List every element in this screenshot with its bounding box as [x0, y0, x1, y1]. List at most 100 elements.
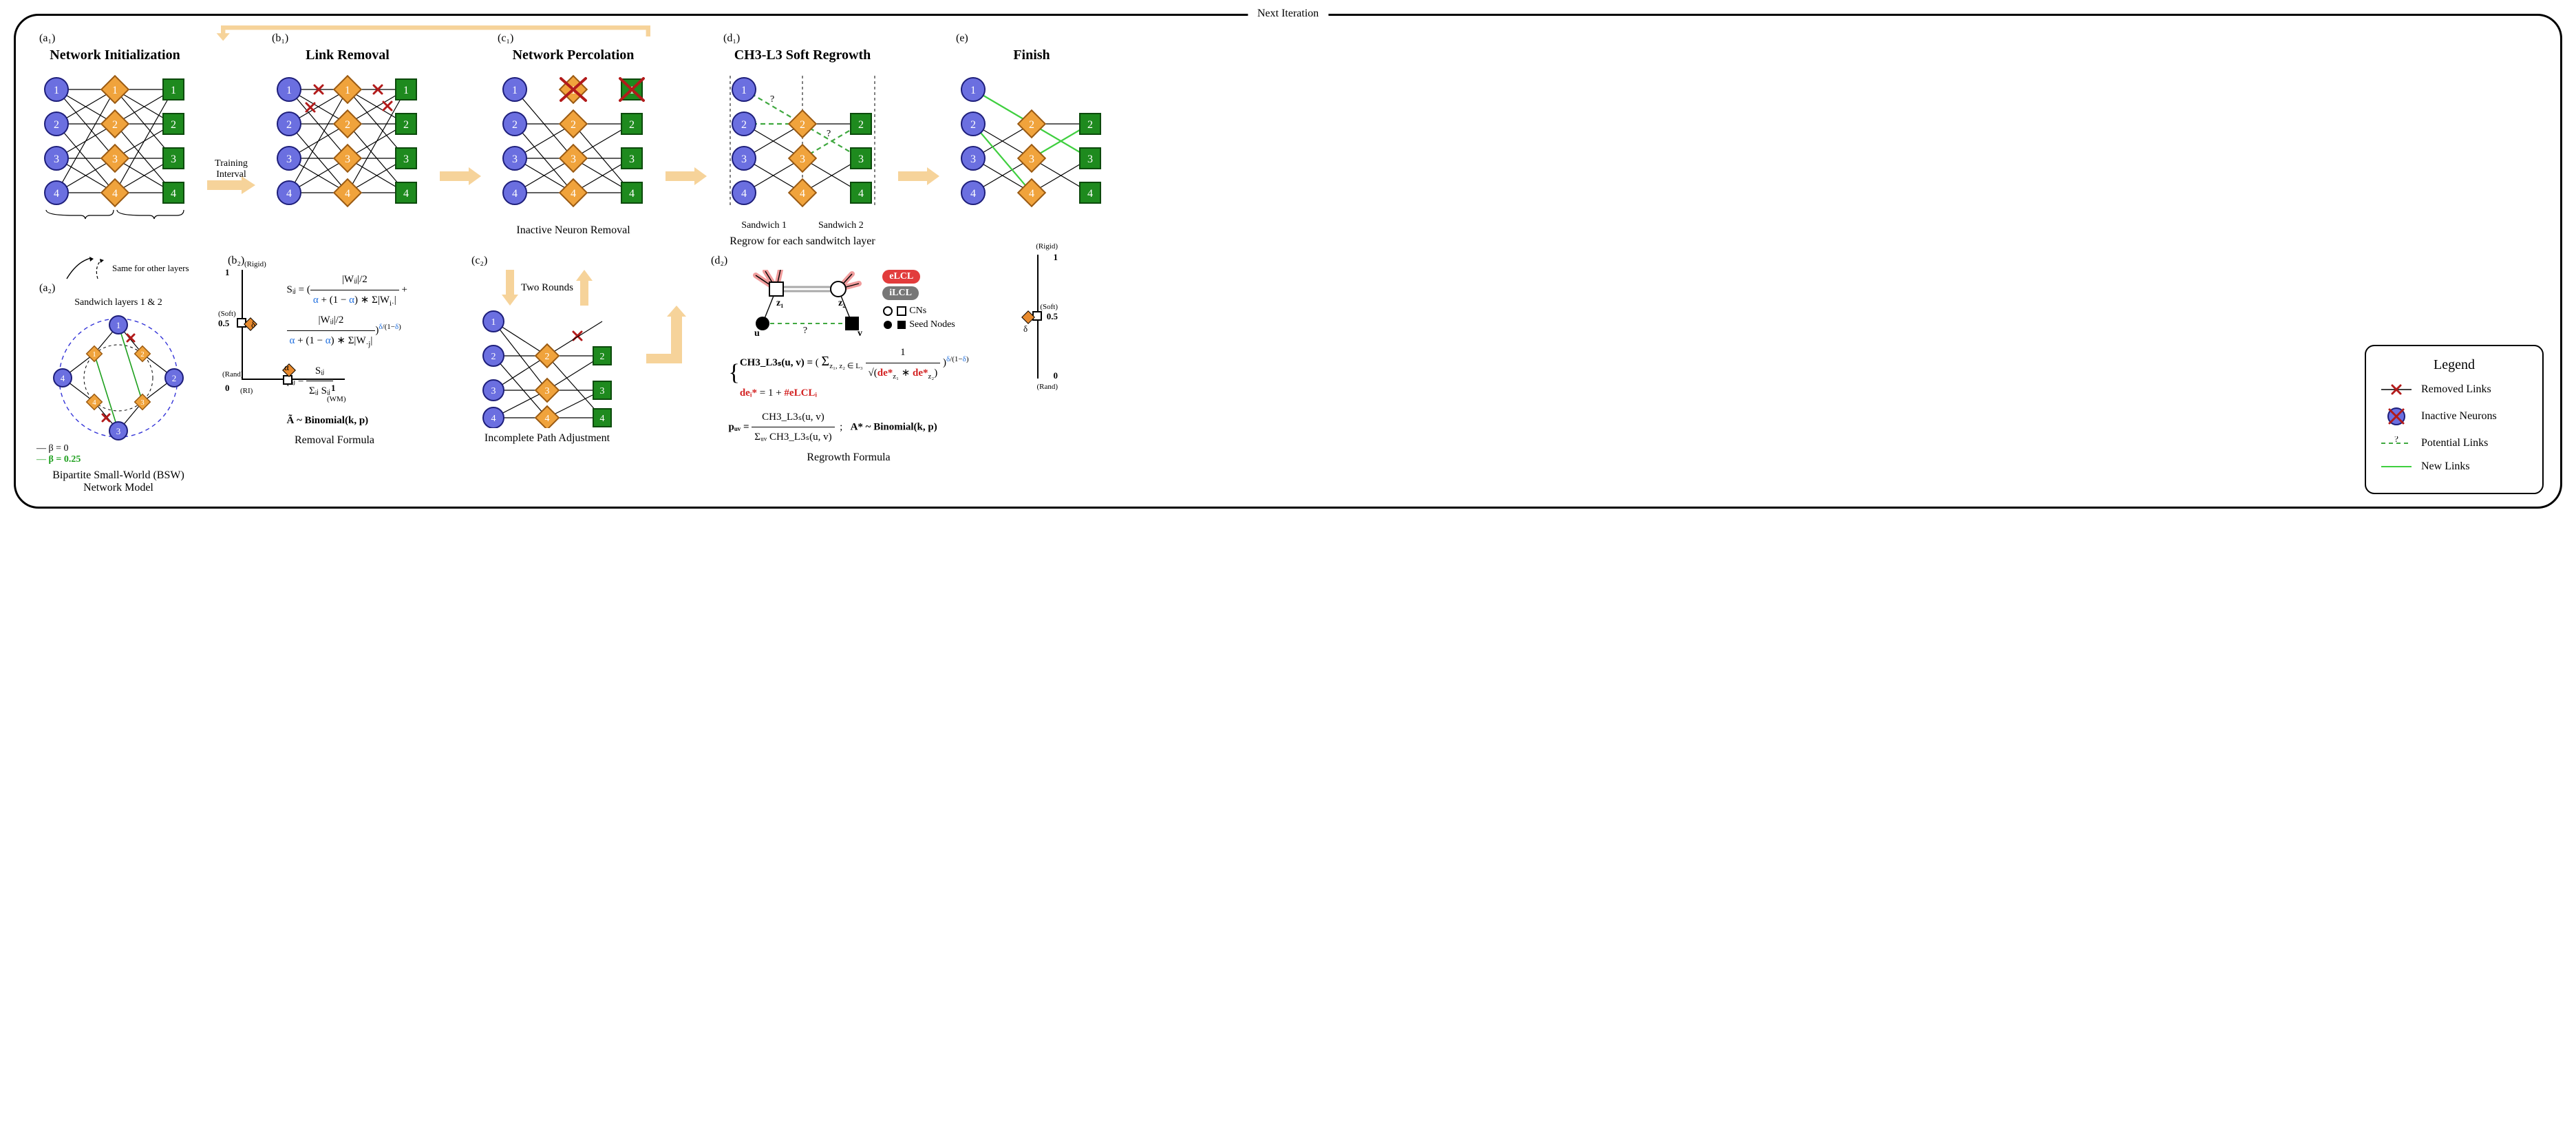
svg-text:2: 2 [571, 119, 576, 131]
svg-text:2: 2 [741, 119, 747, 131]
down-arrow-icon [502, 270, 518, 306]
arrow-d-e [898, 167, 939, 189]
y-top-sub: (Rigid) [244, 260, 266, 268]
next-iteration-label: Next Iteration [1248, 8, 1328, 20]
svg-text:3: 3 [112, 153, 118, 165]
svg-text:z₁: z₁ [776, 298, 783, 308]
d2-mid: 0.5 [1047, 311, 1058, 321]
svg-text:4: 4 [1029, 188, 1034, 200]
svg-text:?: ? [770, 94, 774, 105]
svg-text:1: 1 [171, 85, 176, 96]
a-star: A* ~ Binomial(k, p) [851, 421, 937, 432]
y-mid-sub: (Soft) [218, 310, 236, 318]
svg-text:3: 3 [1029, 153, 1034, 165]
svg-text:2: 2 [491, 352, 496, 362]
d2-motif: ? z₁ z₂ u v [742, 270, 873, 339]
d2-bot-sub: (Rand) [1036, 383, 1058, 391]
svg-text:4: 4 [741, 188, 747, 200]
panel-a1: (a₁) Network Initialization 1 2 3 [32, 32, 198, 220]
s-n1: |Wᵢⱼ|/2 [310, 270, 399, 290]
y-bot-sub: (Rand) [222, 370, 244, 379]
legend-potential: ? Potential Links [2381, 436, 2527, 450]
svg-text:3: 3 [571, 153, 576, 165]
panel-title: Network Initialization [50, 47, 180, 63]
panel-d2: (d₂) [704, 255, 993, 464]
svg-text:3: 3 [1087, 153, 1093, 165]
same-for-other-label: Same for other layers [112, 263, 189, 274]
y-mid: 0.5 [218, 318, 229, 328]
legend-new: New Links [2381, 460, 2527, 474]
beta0-label: β = 0 [49, 443, 69, 454]
svg-text:?: ? [2394, 436, 2398, 444]
panel-b1: (b₁) Link Removal [265, 32, 430, 220]
svg-text:4: 4 [512, 188, 518, 200]
svg-text:2: 2 [800, 119, 805, 131]
svg-text:1: 1 [54, 85, 59, 96]
a-tilde: Ã ~ Binomial(k, p) [287, 415, 369, 426]
svg-text:1: 1 [92, 350, 96, 359]
svg-text:2: 2 [54, 119, 59, 131]
b2-axis: 1 (Rigid) 0.5 (Soft) δ 0 (Rand) (RI) α 1… [221, 270, 254, 394]
delta-label: δ [251, 319, 255, 330]
svg-text:2: 2 [403, 119, 409, 131]
x-left-sub: (RI) [240, 387, 253, 395]
net-d1: ? ? 1 2 3 4 2 3 4 2 3 4 [716, 69, 888, 220]
up-arrow-icon [576, 270, 593, 306]
svg-text:3: 3 [286, 153, 292, 165]
svg-text:4: 4 [112, 188, 118, 200]
svg-text:4: 4 [171, 188, 176, 200]
svg-text:3: 3 [140, 399, 145, 407]
x-right-sub: (WM) [327, 395, 346, 403]
svg-text:4: 4 [800, 188, 805, 200]
svg-text:2: 2 [629, 119, 635, 131]
elcl-badge: eLCL [882, 270, 920, 284]
sandwich-2-label: Sandwich 2 [818, 220, 864, 231]
svg-text:3: 3 [741, 153, 747, 165]
legend-potential-label: Potential Links [2421, 437, 2488, 449]
bracket-arrows-icon [60, 255, 108, 282]
incomplete-caption: Incomplete Path Adjustment [485, 432, 610, 445]
panel-label: (a₂) [39, 282, 55, 295]
right-squares: 1 2 3 4 [163, 79, 184, 203]
svg-text:3: 3 [54, 153, 59, 165]
svg-text:3: 3 [629, 153, 635, 165]
panel-label: (b₂) [228, 255, 244, 267]
y-bot: 0 [225, 383, 230, 393]
sandwich-12-label: Sandwich layers 1 & 2 [74, 297, 162, 308]
svg-text:4: 4 [92, 399, 96, 407]
left-circles: 1 2 3 4 [45, 78, 68, 204]
svg-text:2: 2 [545, 352, 550, 362]
svg-text:1: 1 [970, 85, 976, 96]
svg-text:2: 2 [171, 119, 176, 131]
panel-title: Link Removal [306, 47, 390, 63]
d2-top: 1 [1054, 252, 1058, 262]
d2-bot: 0 [1054, 370, 1058, 381]
svg-text:2: 2 [1029, 119, 1034, 131]
svg-text:4: 4 [61, 373, 65, 383]
removal-caption: Removal Formula [295, 434, 374, 447]
svg-text:v: v [858, 328, 862, 339]
panel-label: (a₁) [39, 32, 55, 45]
svg-text:3: 3 [858, 153, 864, 165]
panel-label: (c₂) [471, 255, 487, 267]
svg-text:1: 1 [286, 85, 292, 96]
net-a1: 1 2 3 4 1 2 3 4 1 2 3 4 [32, 69, 198, 220]
svg-text:4: 4 [858, 188, 864, 200]
frac-n: 1 [866, 343, 941, 363]
svg-text:4: 4 [345, 188, 350, 200]
svg-text:4: 4 [403, 188, 409, 200]
svg-text:3: 3 [545, 386, 550, 396]
svg-text:3: 3 [345, 153, 350, 165]
s-n2: |Wᵢⱼ|/2 [287, 310, 376, 331]
panel-label: (b₁) [272, 32, 288, 45]
regrowth-formulas: { CH3_L3ₛ(u, v) = ( Σz₁, z₂ ∈ L₃ 1 √(de*… [728, 343, 968, 447]
puv-lhs: pᵤᵥ = [728, 421, 749, 432]
net-b1: 1 2 3 4 1 2 3 4 1 2 3 4 [265, 69, 430, 220]
panel-d1: (d₁) CH3-L3 Soft Regrowth [716, 32, 888, 248]
svg-text:1: 1 [345, 85, 350, 96]
net-c2: 1 2 3 4 2 3 4 2 3 4 [471, 304, 623, 428]
panel-title: Finish [1013, 47, 1050, 63]
alpha-label: α [284, 362, 289, 373]
panel-label: (c₁) [498, 32, 513, 45]
legend-removed-label: Removed Links [2421, 383, 2491, 396]
